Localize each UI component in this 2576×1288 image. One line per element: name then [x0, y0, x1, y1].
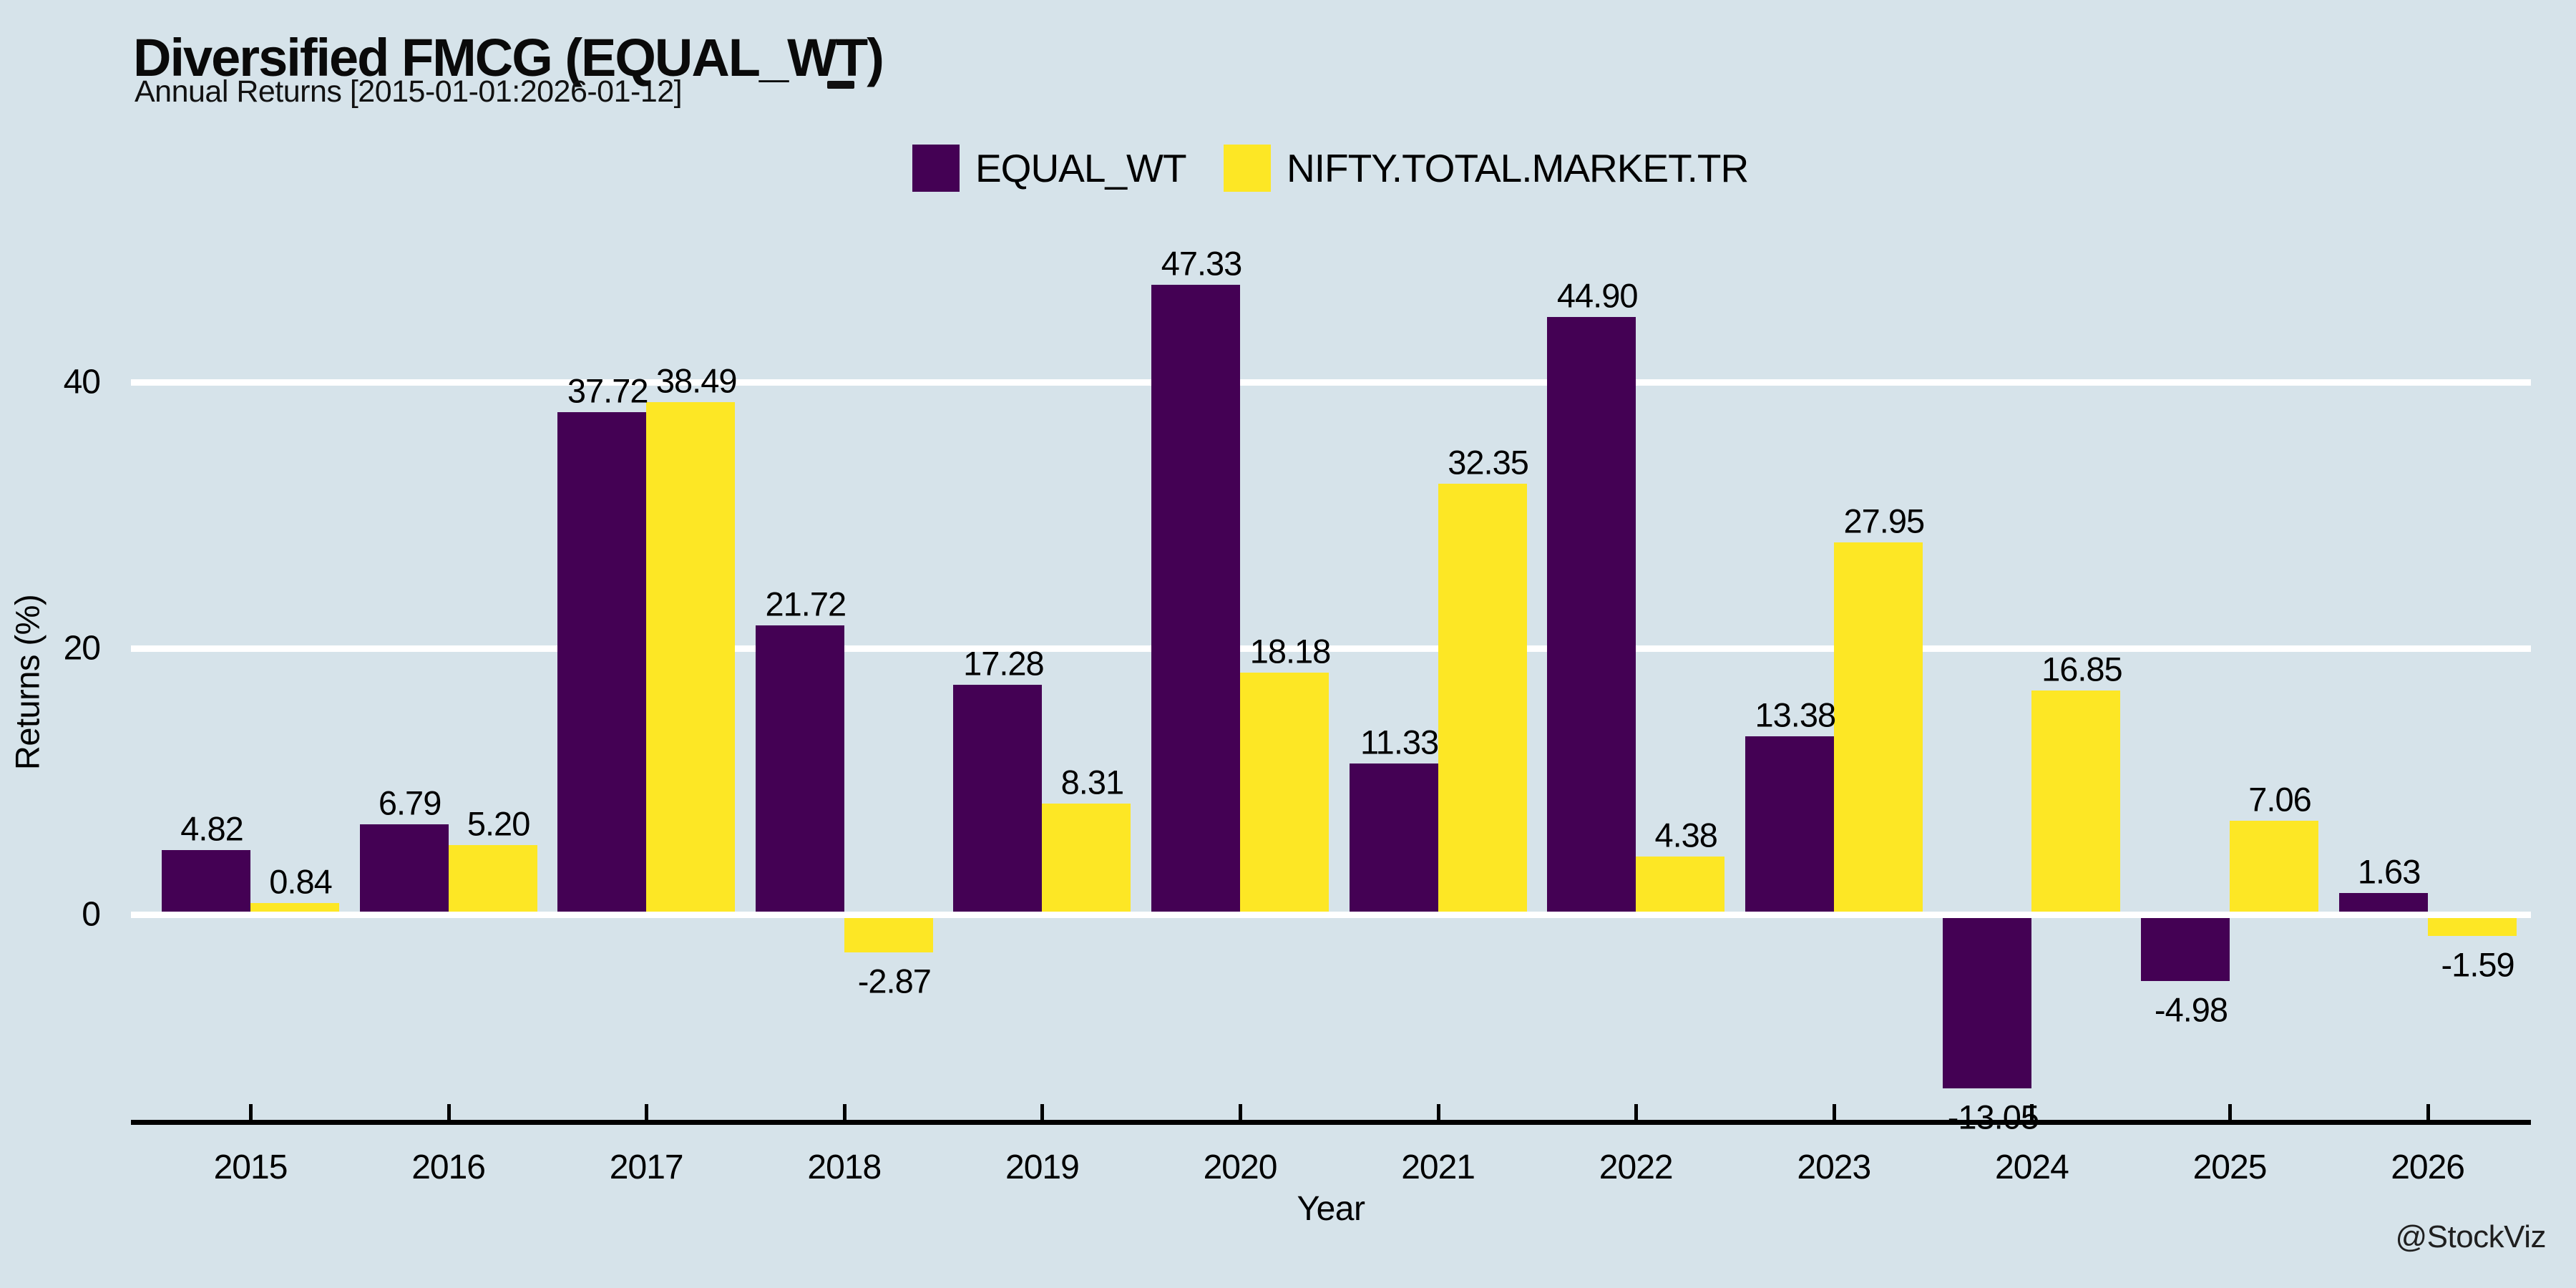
- y-axis-tick-label-20: 20: [63, 629, 101, 668]
- x-axis-label-2018: 2018: [807, 1148, 882, 1186]
- x-axis-label-2017: 2017: [609, 1148, 684, 1186]
- bar-value-label-nifty-total-market-tr-2020: 18.18: [1249, 632, 1332, 670]
- bar-equal-wt-2017: [557, 412, 647, 914]
- bar-value-label-nifty-total-market-tr-2024: 16.85: [2041, 650, 2123, 688]
- x-axis-label-2015: 2015: [213, 1148, 288, 1186]
- x-axis-tick-2022: [1634, 1104, 1639, 1120]
- x-axis-label-2023: 2023: [1797, 1148, 1871, 1186]
- bar-nifty-total-market-tr-2023: [1833, 542, 1923, 914]
- bar-value-label-equal-wt-2020: 47.33: [1161, 244, 1243, 283]
- page-subtitle: Annual Returns [2015-01-01:2026-01-12]: [135, 74, 683, 109]
- bar-nifty-total-market-tr-2022: [1636, 856, 1725, 914]
- x-axis-tick-2019: [1040, 1104, 1045, 1120]
- bar-equal-wt-2019: [953, 684, 1043, 914]
- bar-equal-wt-2018: [755, 625, 844, 914]
- x-axis-tick-2018: [842, 1104, 847, 1120]
- bar-equal-wt-2021: [1349, 763, 1438, 914]
- legend-swatch-nifty-total-market-tr: [1224, 145, 1271, 192]
- bar-value-label-equal-wt-2024: -13.05: [1947, 1098, 2039, 1136]
- x-axis-label-2021: 2021: [1401, 1148, 1475, 1186]
- gridline-20: [131, 645, 2531, 652]
- bar-value-label-nifty-total-market-tr-2016: 5.20: [467, 804, 530, 843]
- bar-equal-wt-2025: [2141, 914, 2230, 981]
- bar-nifty-total-market-tr-2024: [2031, 690, 2121, 914]
- bar-value-label-equal-wt-2015: 4.82: [180, 809, 243, 848]
- bar-value-label-nifty-total-market-tr-2019: 8.31: [1060, 763, 1124, 801]
- bar-value-label-equal-wt-2018: 21.72: [765, 585, 847, 623]
- legend-label-equal-wt: EQUAL_WT: [975, 146, 1187, 190]
- bar-value-label-equal-wt-2021: 11.33: [1360, 723, 1439, 761]
- gridline-40: [131, 379, 2531, 386]
- legend-item-nifty-total-market-tr: NIFTY.TOTAL.MARKET.TR: [1224, 145, 1749, 192]
- bar-equal-wt-2024: [1943, 914, 2032, 1088]
- x-axis-tick-2025: [2228, 1104, 2232, 1120]
- bar-value-label-equal-wt-2017: 37.72: [567, 371, 649, 410]
- page-title: Diversified FMCG (EQUAL_WT): [133, 28, 884, 87]
- bar-value-label-nifty-total-market-tr-2017: 38.49: [655, 361, 738, 400]
- x-axis-tick-2021: [1436, 1104, 1440, 1120]
- gridline-0-baseline: [131, 911, 2531, 918]
- x-axis-tick-2017: [645, 1104, 649, 1120]
- bar-nifty-total-market-tr-2020: [1240, 672, 1329, 914]
- subtitle-dash-icon: [827, 81, 854, 89]
- x-axis-tick-2020: [1239, 1104, 1242, 1120]
- bar-value-label-nifty-total-market-tr-2018: -2.87: [857, 962, 932, 1000]
- bar-value-label-nifty-total-market-tr-2021: 32.35: [1448, 443, 1529, 482]
- bar-nifty-total-market-tr-2018: [844, 914, 933, 953]
- x-axis-label-2016: 2016: [411, 1148, 486, 1186]
- x-axis-tick-2016: [447, 1104, 451, 1120]
- x-axis-label-2025: 2025: [2192, 1148, 2268, 1186]
- x-axis-line: [131, 1120, 2531, 1125]
- bar-value-label-equal-wt-2019: 17.28: [963, 644, 1045, 683]
- bar-equal-wt-2022: [1547, 316, 1636, 914]
- bar-value-label-nifty-total-market-tr-2023: 27.95: [1843, 502, 1925, 540]
- y-axis-tick-label-0: 0: [82, 895, 101, 934]
- x-axis-label-2019: 2019: [1005, 1148, 1080, 1186]
- bar-nifty-total-market-tr-2016: [448, 845, 537, 914]
- watermark: @StockViz: [2395, 1219, 2546, 1254]
- bar-value-label-equal-wt-2026: 1.63: [2357, 852, 2421, 891]
- y-axis-tick-label-40: 40: [63, 363, 101, 401]
- x-axis-tick-2015: [249, 1104, 253, 1120]
- legend: EQUAL_WT NIFTY.TOTAL.MARKET.TR: [0, 145, 2576, 195]
- bar-value-label-nifty-total-market-tr-2025: 7.06: [2248, 780, 2311, 819]
- bar-equal-wt-2020: [1151, 284, 1240, 914]
- bar-value-label-equal-wt-2025: -4.98: [2154, 990, 2228, 1029]
- legend-label-nifty-total-market-tr: NIFTY.TOTAL.MARKET.TR: [1287, 146, 1749, 190]
- bar-nifty-total-market-tr-2021: [1438, 484, 1527, 914]
- bar-value-label-equal-wt-2022: 44.90: [1556, 276, 1639, 315]
- bar-value-label-nifty-total-market-tr-2015: 0.84: [269, 862, 332, 901]
- bar-nifty-total-market-tr-2026: [2427, 914, 2517, 936]
- bar-value-label-nifty-total-market-tr-2022: 4.38: [1654, 816, 1717, 854]
- legend-item-equal-wt: EQUAL_WT: [912, 145, 1187, 192]
- bar-nifty-total-market-tr-2019: [1042, 804, 1131, 914]
- x-axis-title: Year: [1297, 1190, 1365, 1228]
- x-axis-label-2022: 2022: [1599, 1148, 1674, 1186]
- bar-nifty-total-market-tr-2017: [646, 402, 736, 914]
- bar-nifty-total-market-tr-2025: [2230, 820, 2318, 914]
- bar-value-label-equal-wt-2023: 13.38: [1755, 696, 1836, 734]
- x-axis-tick-2024: [2030, 1104, 2034, 1120]
- x-axis-tick-2023: [1832, 1104, 1836, 1120]
- y-axis-title: Returns (%): [8, 594, 47, 771]
- bar-value-label-nifty-total-market-tr-2026: -1.59: [2441, 945, 2515, 984]
- bar-equal-wt-2015: [162, 850, 250, 914]
- legend-swatch-equal-wt: [912, 145, 960, 192]
- bar-equal-wt-2026: [2338, 892, 2428, 914]
- bar-value-label-equal-wt-2016: 6.79: [378, 784, 441, 822]
- x-axis-label-2024: 2024: [1995, 1148, 2069, 1186]
- x-axis-tick-2026: [2426, 1104, 2430, 1120]
- bar-equal-wt-2016: [359, 824, 449, 914]
- bar-equal-wt-2023: [1745, 736, 1834, 914]
- x-axis-label-2020: 2020: [1203, 1148, 1278, 1186]
- x-axis-label-2026: 2026: [2391, 1148, 2465, 1186]
